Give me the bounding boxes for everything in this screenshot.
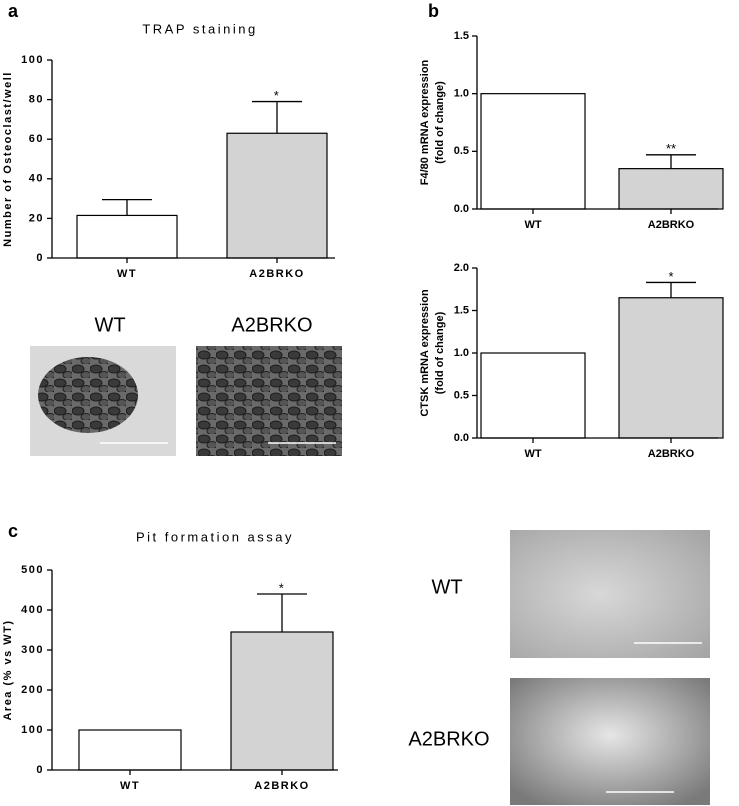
- y-axis-label: CTSK mRNA expression: [419, 289, 431, 417]
- y-tick-label: 0: [36, 764, 44, 776]
- y-tick-label: 1.5: [454, 304, 469, 316]
- x-tick-label: A2BRKO: [254, 780, 309, 792]
- significance: *: [668, 269, 673, 284]
- micrograph-label: WT: [94, 314, 125, 336]
- chart-title: Pit formation assay: [136, 529, 294, 544]
- y-axis-label: Number of Osteoclast/well: [2, 71, 14, 247]
- y-tick-label: 400: [21, 604, 44, 616]
- x-tick-label: WT: [524, 219, 541, 231]
- panel-label: c: [8, 521, 20, 541]
- bar: [76, 214, 178, 259]
- y-tick-label: 0.5: [454, 389, 469, 401]
- significance: **: [666, 141, 676, 156]
- error-bar: [646, 154, 696, 169]
- error-bar: [257, 593, 307, 632]
- y-tick-label: 0.0: [454, 203, 469, 215]
- panel-label: a: [8, 1, 20, 21]
- error-bar: [646, 281, 696, 298]
- x-tick-label: A2BRKO: [648, 219, 695, 231]
- y-tick-label: 1.0: [454, 88, 469, 100]
- micrograph-trap-wt: [30, 346, 176, 456]
- micrograph-label: A2BRKO: [408, 728, 489, 750]
- error-bar: [252, 100, 302, 134]
- x-tick-label: A2BRKO: [648, 448, 695, 460]
- panel-label: b: [428, 1, 439, 21]
- x-tick-label: A2BRKO: [249, 268, 304, 280]
- y-tick-label: 0: [36, 252, 44, 264]
- bar: [618, 297, 724, 439]
- chart: c Pit formation assay Area (% vs WT) 0 100 20…: [2, 521, 338, 792]
- micrograph-trap-ko: [196, 346, 342, 456]
- micrograph-pit-ko: [510, 678, 710, 805]
- y-axis-label: (fold of change): [434, 311, 446, 394]
- y-tick-label: 300: [21, 644, 44, 656]
- y-tick-label: 40: [29, 173, 44, 185]
- micrograph-label: WT: [431, 576, 462, 598]
- y-tick-label: 0.5: [454, 145, 469, 157]
- bar: [230, 631, 334, 771]
- chart: b F4/80 mRNA expression (fold of change) 0.…: [419, 1, 724, 231]
- significance: *: [274, 88, 281, 103]
- y-tick-label: 1.5: [454, 30, 469, 42]
- x-tick-label: WT: [524, 448, 541, 460]
- bar: [226, 132, 328, 259]
- micrograph-pit-wt: [510, 530, 710, 658]
- y-tick-label: 80: [29, 94, 44, 106]
- y-axis-label: Area (% vs WT): [2, 619, 14, 720]
- y-tick-label: 60: [29, 133, 44, 145]
- y-tick-label: 0.0: [454, 432, 469, 444]
- y-tick-label: 500: [21, 564, 44, 576]
- bar: [78, 729, 182, 771]
- error-bar: [102, 198, 152, 216]
- micrograph-label: A2BRKO: [231, 314, 312, 336]
- y-tick-label: 2.0: [454, 262, 469, 274]
- y-tick-label: 100: [21, 54, 44, 66]
- x-tick-label: WT: [120, 780, 140, 792]
- bar: [618, 168, 724, 210]
- bar: [480, 352, 586, 439]
- y-axis-label: F4/80 mRNA expression: [419, 59, 431, 185]
- x-tick-label: WT: [117, 268, 137, 280]
- bar: [480, 93, 586, 210]
- chart-title: TRAP staining: [142, 21, 257, 36]
- y-tick-label: 200: [21, 684, 44, 696]
- y-tick-label: 1.0: [454, 347, 469, 359]
- significance: *: [279, 580, 286, 595]
- chart: CTSK mRNA expression (fold of change) 0.0 0…: [419, 262, 724, 460]
- y-tick-label: 20: [29, 212, 44, 224]
- chart: a TRAP staining Number of Osteoclast/well 0…: [2, 1, 335, 280]
- y-axis-label: (fold of change): [434, 81, 446, 164]
- y-tick-label: 100: [21, 724, 44, 736]
